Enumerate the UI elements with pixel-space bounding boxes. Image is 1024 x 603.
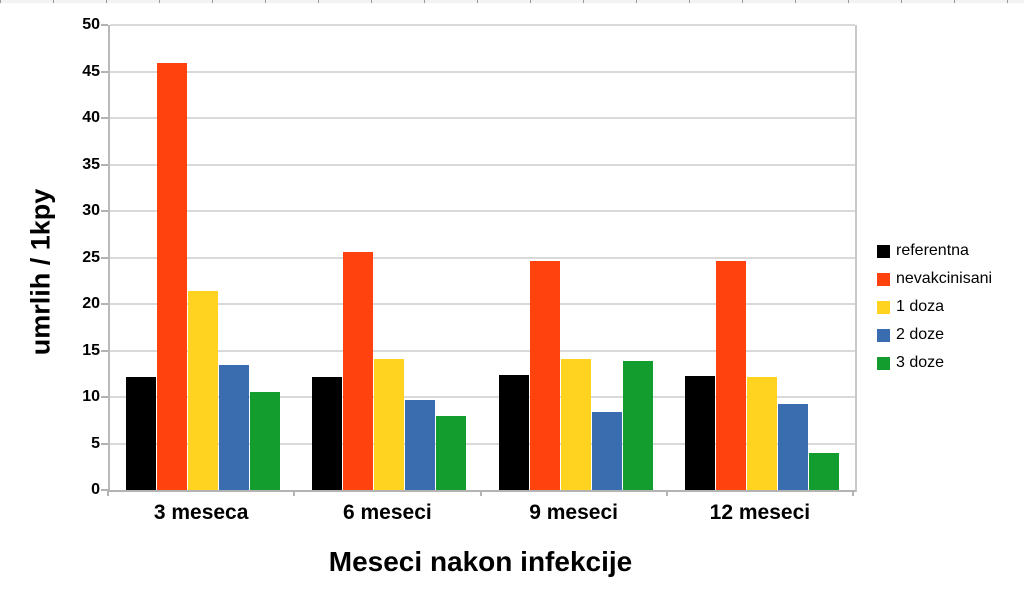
gridline <box>110 163 855 166</box>
bar <box>560 358 591 490</box>
legend-item: 2 doze <box>877 326 992 344</box>
bar <box>312 377 343 490</box>
bar <box>343 251 374 490</box>
gridline <box>110 442 855 445</box>
y-axis-tick <box>101 349 108 352</box>
legend-label: 3 doze <box>896 354 945 371</box>
x-axis-tick <box>665 490 668 496</box>
y-axis-tick-label: 5 <box>91 434 100 452</box>
legend-label: 1 doza <box>896 298 945 315</box>
bar <box>591 411 622 490</box>
legend-label: nevakcinisani <box>896 270 993 287</box>
y-axis-tick-label: 15 <box>82 341 100 359</box>
y-axis-tick-label: 40 <box>82 109 100 126</box>
y-axis-tick-label: 10 <box>82 388 100 405</box>
x-axis-title: Meseci nakon infekcije <box>328 546 633 577</box>
y-axis-tick <box>101 117 108 119</box>
gridline <box>110 396 855 398</box>
legend-item: nevakcinisani <box>877 270 992 288</box>
bar <box>498 374 529 490</box>
legend: referentna nevakcinisani 1 doza 2 doze 3 doz… <box>877 242 992 382</box>
bar <box>219 365 250 490</box>
y-axis-tick <box>101 489 108 491</box>
y-axis-tick-label: 20 <box>82 295 100 312</box>
bar-group <box>483 25 669 490</box>
gridline <box>110 303 855 305</box>
y-axis-tick-label: 25 <box>82 248 100 266</box>
y-axis-tick-label: 45 <box>82 62 100 80</box>
bar <box>374 358 405 490</box>
gridline <box>110 70 855 73</box>
bar-group <box>110 25 296 490</box>
legend-item: referentna <box>877 242 992 260</box>
legend-swatch-icon <box>877 300 890 314</box>
legend-swatch-icon <box>877 328 890 342</box>
bar <box>405 399 436 490</box>
bar <box>684 375 715 490</box>
y-axis-tick <box>101 256 108 259</box>
bar <box>715 261 746 490</box>
y-axis-tick <box>101 70 108 73</box>
bar <box>250 392 281 490</box>
top-ruler-strip <box>0 0 1024 4</box>
bar-group <box>669 25 855 490</box>
y-axis-tick <box>101 303 108 305</box>
gridline <box>110 349 855 352</box>
y-axis-tick-label: 35 <box>82 155 100 173</box>
x-axis-tick <box>852 490 854 496</box>
y-axis-tick <box>101 24 108 26</box>
gridline <box>110 117 855 119</box>
bar <box>622 360 653 490</box>
y-axis-tick <box>101 442 108 445</box>
y-axis-tick <box>101 163 108 166</box>
x-axis-tick <box>293 490 296 496</box>
y-axis-tick-label: 0 <box>91 481 100 498</box>
legend-item: 1 doza <box>877 298 992 316</box>
legend-swatch-icon <box>877 244 890 258</box>
x-axis-category-label: 12 meseci <box>709 501 811 524</box>
bar <box>126 377 157 490</box>
bar <box>777 403 808 490</box>
bar <box>808 452 839 490</box>
y-axis-tick-label: 30 <box>82 202 100 219</box>
plot-area <box>108 24 857 492</box>
bar <box>188 290 219 490</box>
gridline <box>110 24 855 26</box>
legend-swatch-icon <box>877 272 890 286</box>
legend-label: 2 doze <box>896 326 945 343</box>
bar <box>157 63 188 490</box>
legend-item: 3 doze <box>877 354 992 372</box>
y-axis-tick <box>101 210 108 212</box>
x-axis-category-label: 3 meseca <box>153 501 249 524</box>
y-axis-tick <box>101 396 108 398</box>
bar <box>436 415 467 490</box>
legend-swatch-icon <box>877 356 890 370</box>
x-axis-tick <box>479 490 482 496</box>
y-axis-tick-label: 50 <box>82 16 100 33</box>
legend-label: referentna <box>896 242 969 259</box>
gridline <box>110 256 855 259</box>
x-axis-category-label: 6 meseci <box>343 501 432 524</box>
x-axis-tick <box>107 490 109 496</box>
bar <box>529 261 560 490</box>
bar-group <box>296 25 482 490</box>
bar <box>746 376 777 490</box>
x-axis-category-label: 9 meseci <box>529 501 618 524</box>
gridline <box>110 210 855 212</box>
